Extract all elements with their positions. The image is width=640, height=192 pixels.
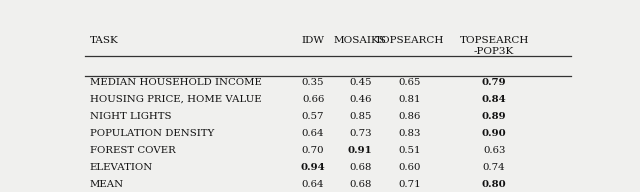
Text: 0.64: 0.64 xyxy=(302,129,324,138)
Text: FOREST COVER: FOREST COVER xyxy=(90,146,175,155)
Text: 0.65: 0.65 xyxy=(399,78,421,87)
Text: 0.57: 0.57 xyxy=(302,112,324,121)
Text: 0.35: 0.35 xyxy=(302,78,324,87)
Text: 0.79: 0.79 xyxy=(482,78,506,87)
Text: MEAN: MEAN xyxy=(90,180,124,189)
Text: 0.71: 0.71 xyxy=(399,180,421,189)
Text: 0.68: 0.68 xyxy=(349,163,371,172)
Text: 0.70: 0.70 xyxy=(302,146,324,155)
Text: ELEVATION: ELEVATION xyxy=(90,163,153,172)
Text: 0.86: 0.86 xyxy=(399,112,421,121)
Text: 0.46: 0.46 xyxy=(349,95,371,104)
Text: 0.83: 0.83 xyxy=(399,129,421,138)
Text: 0.60: 0.60 xyxy=(399,163,421,172)
Text: POPULATION DENSITY: POPULATION DENSITY xyxy=(90,129,214,138)
Text: 0.45: 0.45 xyxy=(349,78,371,87)
Text: TOPSEARCH: TOPSEARCH xyxy=(375,36,445,45)
Text: 0.66: 0.66 xyxy=(302,95,324,104)
Text: 0.81: 0.81 xyxy=(399,95,421,104)
Text: 0.80: 0.80 xyxy=(482,180,506,189)
Text: 0.68: 0.68 xyxy=(349,180,371,189)
Text: 0.73: 0.73 xyxy=(349,129,372,138)
Text: 0.74: 0.74 xyxy=(483,163,506,172)
Text: NIGHT LIGHTS: NIGHT LIGHTS xyxy=(90,112,172,121)
Text: 0.90: 0.90 xyxy=(482,129,506,138)
Text: IDW: IDW xyxy=(301,36,324,45)
Text: 0.64: 0.64 xyxy=(302,180,324,189)
Text: TASK: TASK xyxy=(90,36,118,45)
Text: MEDIAN HOUSEHOLD INCOME: MEDIAN HOUSEHOLD INCOME xyxy=(90,78,262,87)
Text: 0.91: 0.91 xyxy=(348,146,372,155)
Text: 0.94: 0.94 xyxy=(301,163,325,172)
Text: 0.84: 0.84 xyxy=(482,95,506,104)
Text: TOPSEARCH
-POP3K: TOPSEARCH -POP3K xyxy=(460,36,529,56)
Text: 0.85: 0.85 xyxy=(349,112,371,121)
Text: 0.89: 0.89 xyxy=(482,112,506,121)
Text: 0.63: 0.63 xyxy=(483,146,506,155)
Text: HOUSING PRICE, HOME VALUE: HOUSING PRICE, HOME VALUE xyxy=(90,95,262,104)
Text: MOSAIKS: MOSAIKS xyxy=(334,36,387,45)
Text: 0.51: 0.51 xyxy=(399,146,421,155)
